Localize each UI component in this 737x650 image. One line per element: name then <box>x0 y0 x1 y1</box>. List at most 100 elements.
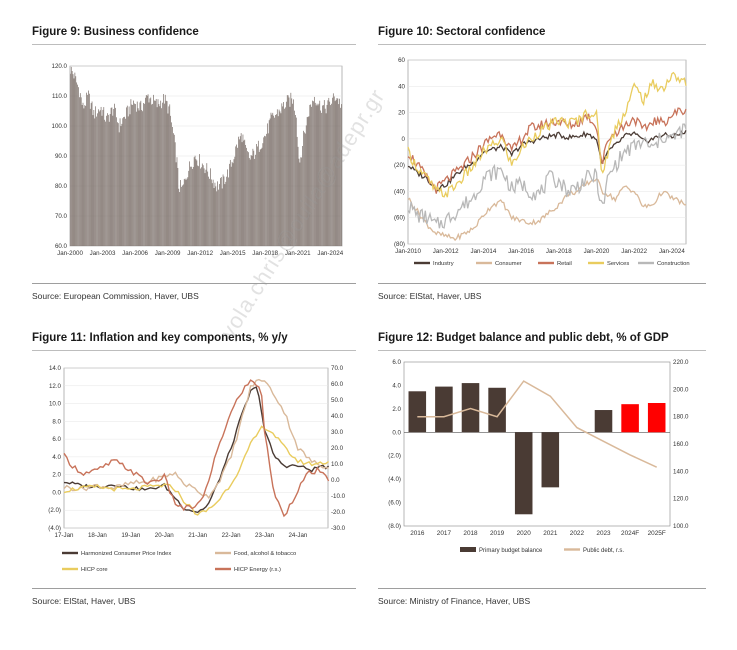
fig9-bar <box>186 178 188 246</box>
fig9-bar <box>260 148 262 246</box>
fig9-bar <box>333 96 335 246</box>
fig9-bar <box>248 157 250 246</box>
fig9-bar <box>318 103 320 246</box>
fig9-bar <box>193 157 195 246</box>
fig9-bar <box>182 185 183 246</box>
fig11-y2tick-label: 50.0 <box>331 397 344 404</box>
fig9-bar <box>257 140 259 246</box>
fig11-ytick-label: 12.0 <box>49 383 62 390</box>
fig9-bar <box>127 116 129 247</box>
fig9-bar <box>317 105 319 246</box>
fig9-bar <box>266 123 268 246</box>
fig11-legend-label: Harmonized Consumer Price Index <box>81 551 171 557</box>
fig9-bar <box>243 140 245 246</box>
fig9-bar <box>133 100 134 246</box>
fig9-bar <box>267 133 269 246</box>
fig10-series-consumer <box>407 178 687 242</box>
fig9-bar <box>171 122 172 246</box>
fig9-bar <box>163 94 164 246</box>
fig10-source-rule <box>378 283 706 284</box>
fig9-bar <box>290 92 292 246</box>
fig9-bar <box>286 95 288 246</box>
fig9-bar <box>146 95 148 246</box>
fig9-bar <box>121 123 123 246</box>
fig10-series-construction <box>407 123 687 229</box>
fig9-bar <box>337 98 339 247</box>
fig9-bar <box>338 104 340 246</box>
fig9-bar <box>339 98 340 247</box>
fig10-ytick-label: 40 <box>398 83 405 90</box>
fig9-bar <box>181 186 182 246</box>
fig12-category-label: 2021 <box>543 530 558 537</box>
fig9-bar <box>217 181 219 246</box>
fig9-bar <box>214 182 216 246</box>
fig9-bar <box>104 119 106 246</box>
fig9-bar <box>114 103 115 246</box>
fig9-bar <box>86 92 87 246</box>
fig9-xtick-label: Jan-2000 <box>57 250 83 257</box>
fig9-bar <box>126 107 127 247</box>
fig9-bar <box>324 108 326 247</box>
fig9-chart: 60.0 70.0 80.0 90.0 100.0 110.0 120.0 Jan-2000 J… <box>52 63 344 257</box>
fig10-ytick-label: (20) <box>394 162 405 169</box>
fig10-xtick-label: Jan-2022 <box>621 248 647 255</box>
fig9-bar <box>179 192 181 246</box>
fig9-bar <box>122 118 124 246</box>
fig9-bar <box>143 103 144 247</box>
fig9-bar <box>84 105 86 246</box>
fig9-bar <box>321 112 322 246</box>
fig11-y2tick-label: 70.0 <box>331 365 344 372</box>
fig9-bar <box>128 106 130 247</box>
fig9-bar <box>157 99 159 246</box>
fig9-bar <box>73 78 75 246</box>
fig9-bar <box>78 87 79 246</box>
fig9-bar <box>98 109 99 247</box>
fig11-ytick-label: (4.0) <box>48 525 61 532</box>
fig9-bar <box>70 73 71 246</box>
fig9-bar <box>117 123 119 246</box>
fig9-bar <box>244 139 246 246</box>
fig9-bar <box>202 165 204 246</box>
fig9-bar <box>282 106 284 246</box>
fig11-y2tick-label: 60.0 <box>331 381 344 388</box>
fig9-bar <box>116 117 117 246</box>
fig9-bar <box>287 95 289 246</box>
fig9-bar <box>218 189 219 246</box>
fig9-bar <box>140 100 142 246</box>
fig9-bar <box>180 180 181 246</box>
fig9-bar <box>79 93 81 247</box>
fig9-ytick-label: 80.0 <box>55 183 68 190</box>
fig9-bar <box>234 156 236 246</box>
fig9-bar <box>85 105 87 246</box>
fig11-plot-frame <box>63 367 329 529</box>
fig11-xtick-label: 24-Jan <box>288 532 307 539</box>
fig9-bar <box>329 101 331 246</box>
fig9-bar <box>313 101 314 246</box>
fig9-bar <box>262 143 264 246</box>
fig9-bar <box>325 113 327 246</box>
fig9-bar <box>148 102 150 247</box>
fig9-bar <box>190 166 191 246</box>
fig9-bar <box>285 107 286 246</box>
fig9-bar <box>236 144 237 246</box>
fig10-xtick-label: Jan-2020 <box>584 248 610 255</box>
fig10-legend-label: Industry <box>433 261 454 267</box>
fig11-chart: (4.0) (2.0) 0.0 2.0 4.0 6.0 8.0 10.0 12.0 14.0 -30… <box>48 365 345 573</box>
fig10-xtick-label: Jan-2018 <box>546 248 572 255</box>
fig9-bar <box>106 115 107 246</box>
fig9-bar <box>134 103 135 247</box>
fig9-bar <box>142 111 143 246</box>
fig9-bar <box>322 105 323 246</box>
fig12-ytick-label: (6.0) <box>388 500 401 507</box>
fig12-category-label: 2018 <box>463 530 478 537</box>
fig9-bar <box>219 183 220 246</box>
fig11-ytick-label: (2.0) <box>48 507 61 514</box>
fig9-xtick-label: Jan-2015 <box>220 250 246 257</box>
fig12-chart: (8.0) (6.0) (4.0) (2.0) 0.0 2.0 4.0 6.0 100.0 120… <box>388 359 689 554</box>
fig9-bar <box>139 102 141 246</box>
fig9-bar <box>88 93 90 246</box>
fig11-series-hicp-energy-r-s- <box>63 379 330 518</box>
fig9-bar <box>263 137 265 246</box>
fig10-ytick-label: 0 <box>402 136 406 143</box>
fig9-bar <box>265 136 266 246</box>
